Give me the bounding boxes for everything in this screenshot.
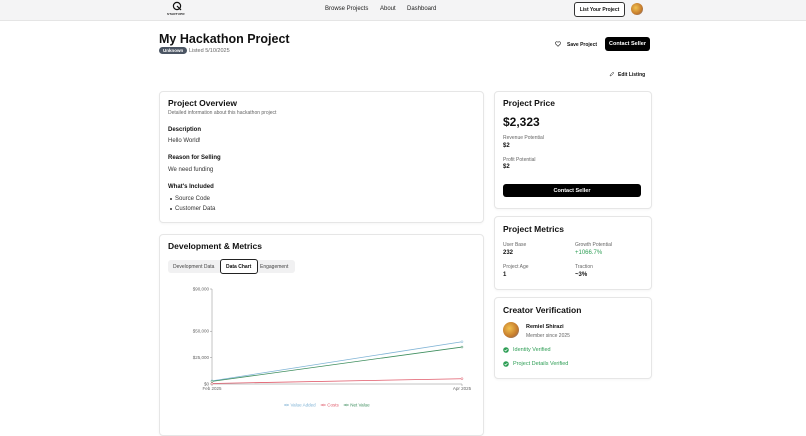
data-point — [210, 382, 214, 385]
edit-listing[interactable]: Edit Listing — [618, 71, 646, 78]
metric-value: ~3% — [575, 272, 588, 278]
creator-avatar — [503, 322, 519, 338]
legend-swatch-dot — [285, 403, 288, 407]
active-tab-frame — [220, 259, 258, 274]
metric-label: Growth Potential — [575, 242, 612, 248]
y-tick-label: $25,000 — [193, 355, 210, 360]
bullet — [170, 208, 172, 210]
card-title: Creator Verification — [503, 305, 582, 315]
listed-date: Listed 5/10/2025 — [189, 47, 230, 54]
data-point — [210, 380, 214, 383]
overview-card — [159, 91, 484, 223]
x-tick-label: Feb 2025 — [202, 386, 222, 391]
metric-label: Revenue Potential — [503, 135, 544, 141]
verification: Project Details Verified — [513, 361, 569, 367]
edit-icon — [609, 71, 615, 77]
section-label: What's Included — [168, 184, 214, 190]
nav-link[interactable]: About — [380, 6, 396, 12]
metric-label: Traction — [575, 264, 593, 270]
verification: Identity Verified — [513, 347, 551, 353]
series-line — [211, 341, 463, 382]
card-subtitle: Detailed information about this hackatho… — [168, 110, 277, 116]
metric-value: 1 — [503, 272, 507, 278]
project-title: My Hackathon Project — [159, 32, 290, 46]
contact-seller-button[interactable]: Contact Seller — [605, 37, 650, 51]
legend-swatch-dot — [322, 403, 325, 407]
price-amount: $2,323 — [503, 115, 540, 129]
legend-swatch-dot — [345, 403, 348, 407]
tab[interactable]: Engagement — [260, 264, 289, 270]
check-icon — [503, 361, 509, 367]
description: Hello World! — [168, 138, 201, 144]
save-project[interactable]: Save Project — [567, 41, 598, 48]
metrics-card — [494, 216, 652, 290]
creator-name: Remiel Shirazi — [526, 324, 564, 330]
data-point — [460, 377, 464, 380]
included-item: Customer Data — [175, 206, 216, 212]
list-project-button[interactable]: List Your Project — [574, 2, 625, 17]
series-line — [211, 378, 463, 384]
avatar[interactable] — [631, 3, 643, 15]
y-tick-label: $50,000 — [193, 329, 210, 334]
metric-value: $2 — [503, 143, 510, 149]
creator-card — [494, 297, 652, 379]
y-tick-label: $0 — [204, 382, 210, 387]
included-item: Source Code — [175, 196, 211, 202]
check-icon — [503, 347, 509, 353]
legend-label: Costs — [327, 403, 339, 408]
series-line — [211, 346, 463, 382]
metric-label: User Base — [503, 242, 527, 248]
reason: We need funding — [168, 167, 214, 173]
contact-seller-button[interactable]: Contact Seller — [503, 184, 641, 197]
bullet — [170, 198, 172, 200]
metric-label: Project Age — [503, 264, 529, 270]
tab[interactable]: Data Chart — [226, 264, 252, 270]
tab[interactable]: Development Data — [173, 264, 215, 270]
metric-value: +1066.7% — [575, 250, 603, 256]
logo — [172, 1, 182, 11]
data-point — [460, 345, 464, 349]
section-label: Description — [168, 127, 202, 133]
metric-value: $2 — [503, 164, 510, 170]
card-title: Project Price — [503, 98, 555, 108]
card-title: Project Metrics — [503, 224, 564, 234]
legend-label: Net Value — [350, 403, 370, 408]
y-tick-label: $90,000 — [193, 287, 210, 292]
legend-label: Value Added — [291, 403, 317, 408]
status-badge: Unknown — [159, 47, 188, 54]
section-label: Reason for Selling — [168, 155, 221, 161]
member-since: Member since 2025 — [526, 333, 570, 339]
metric-label: Profit Potential — [503, 157, 536, 163]
nav-link[interactable]: Browse Projects — [325, 6, 369, 12]
nav-link[interactable]: Dashboard — [407, 6, 437, 12]
card-title: Project Overview — [168, 98, 237, 108]
data-point — [460, 340, 464, 344]
metric-value: 232 — [503, 250, 514, 256]
logo-text: STARTUPR — [167, 11, 185, 16]
x-tick-label: Apr 2025 — [453, 386, 472, 391]
heart-icon — [555, 41, 561, 47]
card-title: Development & Metrics — [168, 241, 262, 251]
